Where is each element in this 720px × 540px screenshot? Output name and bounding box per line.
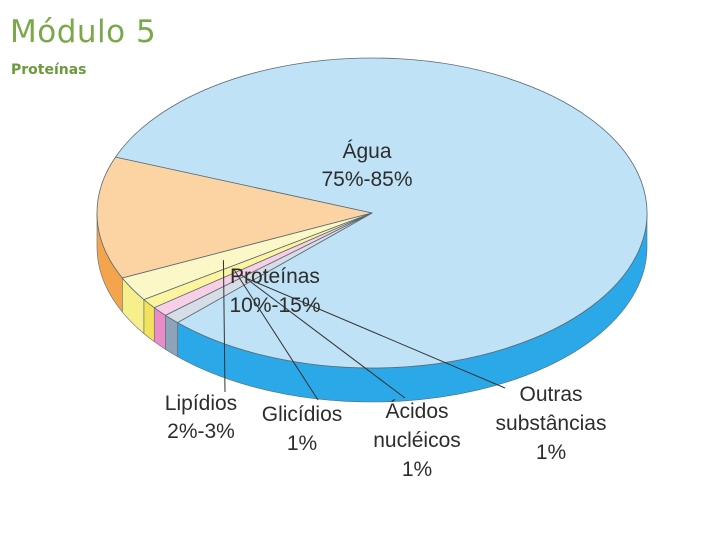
leader-line-lipidios bbox=[222, 260, 226, 393]
leader-lines bbox=[222, 260, 506, 401]
slice-label-outras-2: substâncias bbox=[496, 412, 607, 435]
slice-value-proteinas: 10%-15% bbox=[229, 294, 320, 317]
pie-slice-agua bbox=[114, 57, 648, 369]
slice-label-acidos-1: Ácidos bbox=[385, 400, 448, 423]
slice-value-outras: 1% bbox=[536, 441, 566, 464]
pie-slice-proteinas bbox=[96, 156, 373, 279]
slice-value-acidos: 1% bbox=[402, 458, 432, 481]
slice-value-agua: 75%-85% bbox=[321, 168, 412, 191]
slice-label-outras-1: Outras bbox=[519, 383, 582, 406]
slice-value-lipidios: 2%-3% bbox=[167, 420, 235, 443]
slice-value-glicidios: 1% bbox=[287, 432, 317, 455]
slice-label-glicidios: Glicídios bbox=[262, 403, 343, 426]
slice-label-proteinas: Proteínas bbox=[230, 265, 320, 288]
leader-line-acidos-nucleicos bbox=[240, 273, 406, 399]
slice-label-agua: Água bbox=[342, 140, 391, 163]
leader-line-glicidios bbox=[233, 268, 319, 401]
module-title: Módulo 5 bbox=[10, 14, 157, 50]
slice-label-lipidios: Lipídios bbox=[165, 392, 237, 415]
slice-label-acidos-2: nucléicos bbox=[373, 429, 461, 452]
pie-slices bbox=[96, 57, 648, 369]
leader-line-outras-substancias bbox=[247, 278, 506, 389]
pie-slice-outras-substancias bbox=[164, 212, 373, 324]
module-subtitle: Proteínas bbox=[11, 62, 87, 78]
